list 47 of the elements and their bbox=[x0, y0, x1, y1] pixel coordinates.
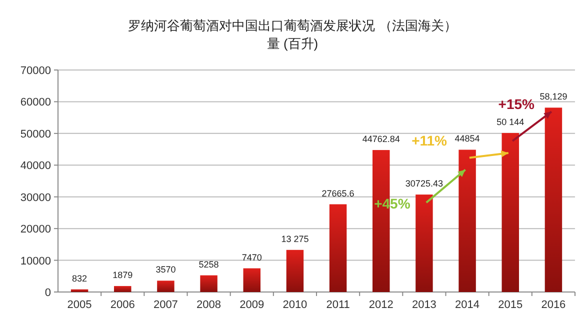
x-tick-label: 2009 bbox=[240, 299, 264, 311]
x-tick-label: 2010 bbox=[282, 299, 308, 311]
bar bbox=[70, 289, 88, 292]
y-tick-label: 0 bbox=[44, 287, 51, 299]
x-tick-label: 2007 bbox=[153, 299, 178, 311]
bar bbox=[243, 268, 260, 292]
bar bbox=[114, 286, 132, 292]
data-label: 30725.43 bbox=[405, 178, 443, 189]
chart-subtitle: 量 (百升) bbox=[266, 36, 318, 51]
y-tick-label: 60000 bbox=[20, 96, 51, 109]
bar bbox=[157, 280, 174, 292]
annotation: +15% bbox=[498, 96, 536, 112]
x-tick-label: 2015 bbox=[498, 299, 523, 311]
x-tick-label: 2012 bbox=[368, 299, 394, 311]
data-label: 1879 bbox=[112, 270, 133, 280]
data-label: 13 275 bbox=[281, 234, 309, 244]
bar bbox=[544, 108, 562, 292]
x-tick-label: 2013 bbox=[412, 299, 436, 311]
annotation: +11% bbox=[412, 132, 448, 149]
bar bbox=[200, 275, 218, 292]
bar bbox=[458, 150, 476, 292]
data-label: 44854 bbox=[454, 134, 480, 144]
x-tick-label: 2006 bbox=[110, 299, 135, 311]
bar bbox=[416, 194, 433, 292]
bar bbox=[329, 204, 347, 292]
chart-title: 罗纳河谷葡萄酒对中国出口葡萄酒发展状况 （法国海关） bbox=[128, 18, 457, 33]
x-tick-label: 2008 bbox=[196, 299, 222, 311]
y-tick-label: 40000 bbox=[20, 160, 51, 172]
data-label: 5258 bbox=[198, 259, 219, 270]
y-tick-label: 50000 bbox=[20, 128, 51, 140]
data-label: 832 bbox=[72, 273, 88, 284]
y-tick-label: 20000 bbox=[20, 224, 51, 236]
x-tick-label: 2016 bbox=[541, 299, 566, 311]
x-tick-label: 2011 bbox=[326, 299, 350, 311]
data-label: 50 144 bbox=[496, 116, 524, 127]
data-label: 27665.6 bbox=[322, 188, 354, 198]
x-tick-label: 2014 bbox=[455, 299, 480, 311]
bar bbox=[502, 132, 519, 292]
y-tick-label: 10000 bbox=[20, 255, 51, 268]
y-tick-label: 30000 bbox=[20, 192, 51, 204]
data-label: 58,129 bbox=[540, 92, 568, 102]
data-label: 3570 bbox=[156, 264, 176, 275]
data-label: 44762.84 bbox=[362, 134, 400, 144]
y-tick-label: 70000 bbox=[20, 65, 51, 77]
data-label: 7470 bbox=[242, 252, 262, 262]
x-tick-label: 2005 bbox=[67, 299, 92, 311]
bar bbox=[286, 250, 304, 292]
